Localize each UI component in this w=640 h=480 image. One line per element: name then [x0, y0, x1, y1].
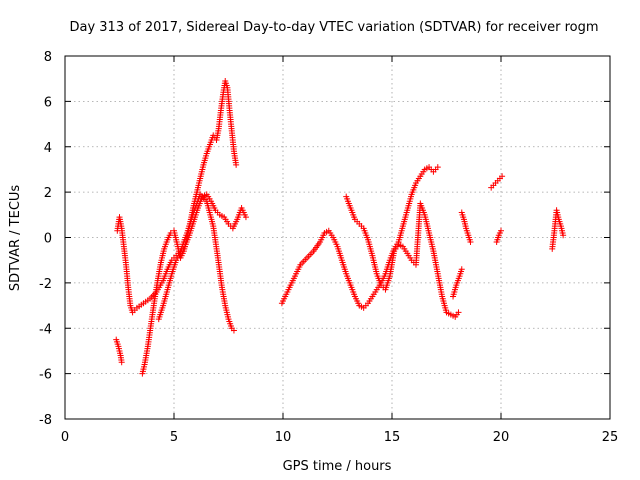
data-points — [113, 77, 567, 377]
y-tick-label: 8 — [44, 50, 52, 65]
y-tick-label: 6 — [44, 95, 52, 110]
data-point — [458, 266, 465, 273]
data-point — [230, 327, 237, 334]
y-tick-label: 4 — [44, 141, 52, 156]
y-tick-label: -6 — [39, 368, 52, 383]
series-track-i — [488, 173, 506, 191]
data-point — [560, 232, 567, 239]
series-track-k — [549, 207, 567, 252]
series-track-g — [450, 266, 465, 300]
y-tick-label: 2 — [44, 186, 52, 201]
data-point — [467, 239, 474, 246]
series-track-d — [155, 191, 249, 323]
data-point — [242, 214, 249, 221]
data-point — [498, 227, 504, 234]
data-point — [499, 173, 506, 180]
chart-title: Day 313 of 2017, Sidereal Day-to-day VTE… — [69, 20, 598, 35]
x-tick-label: 15 — [384, 430, 401, 445]
x-tick-label: 5 — [170, 430, 178, 445]
y-axis-tick-labels: -8 -6 -4 -2 0 2 4 6 8 — [39, 50, 52, 428]
series-track-a — [113, 336, 125, 366]
x-tick-label: 20 — [493, 430, 510, 445]
y-tick-label: -4 — [39, 322, 52, 337]
x-tick-label: 10 — [275, 430, 292, 445]
series-track-e — [278, 164, 441, 311]
x-axis-label: GPS time / hours — [283, 459, 392, 474]
axis-ticks — [64, 55, 611, 420]
data-point — [233, 161, 240, 168]
y-axis-label: SDTVAR / TECUs — [8, 185, 23, 292]
x-tick-label: 25 — [602, 430, 619, 445]
data-point — [434, 164, 441, 171]
x-axis-tick-labels: 0 5 10 15 20 25 — [61, 430, 618, 445]
series-track-j — [493, 227, 504, 246]
y-tick-label: 0 — [44, 232, 52, 247]
series-track-h — [458, 209, 474, 246]
x-tick-label: 0 — [61, 430, 69, 445]
data-point — [455, 309, 462, 316]
y-tick-label: -8 — [39, 413, 52, 428]
y-tick-label: -2 — [39, 277, 52, 292]
series-track-f — [343, 193, 462, 320]
series-track-c — [139, 77, 240, 377]
data-point — [118, 359, 125, 366]
